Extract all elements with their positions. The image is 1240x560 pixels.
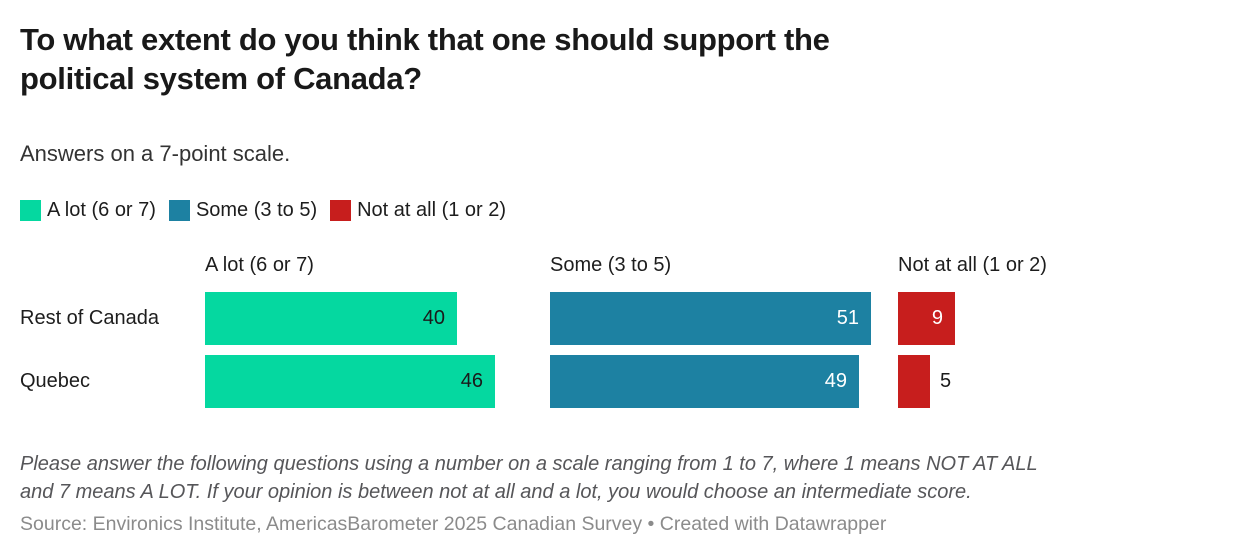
footnote: Please answer the following questions us… <box>20 451 1038 506</box>
chart-title-line1: To what extent do you think that one sho… <box>20 22 830 57</box>
bar-value-label: 9 <box>931 307 943 329</box>
column-header-a-lot-6-or-7: A lot (6 or 7) <box>205 254 314 276</box>
chart-subtitle: Answers on a 7-point scale. <box>20 141 291 166</box>
legend-label: Some (3 to 5) <box>195 199 318 221</box>
bar-value-label: 49 <box>824 370 847 392</box>
bar-value-label: 51 <box>836 307 859 329</box>
legend: A lot (6 or 7) Some (3 to 5) Not at all (1… <box>20 199 519 221</box>
legend-label: Not at all (1 or 2) <box>357 199 507 221</box>
legend-swatch-not-at-all-1-or-2 <box>330 199 352 221</box>
source-line: Source: Environics Institute, AmericasBa… <box>20 513 887 535</box>
legend-item-a-lot-6-or-7: A lot (6 or 7) <box>20 199 156 221</box>
footnote-line2: and 7 means A LOT. If your opinion is be… <box>20 480 972 503</box>
footnote-line1: Please answer the following questions us… <box>20 453 1038 475</box>
bar-rest-of-canada-a-lot-6-or-7: 40 <box>205 292 457 345</box>
legend-swatch-a-lot-6-or-7 <box>20 199 41 221</box>
bar-quebec-not-at-all-1-or-2: 5 <box>898 355 951 408</box>
legend-item-some-3-to-5: Some (3 to 5) <box>168 199 318 221</box>
column-header-some-3-to-5: Some (3 to 5) <box>550 254 672 276</box>
legend-swatch-some-3-to-5 <box>168 199 190 221</box>
row-label-quebec: Quebec <box>20 370 91 392</box>
chart-title-line2: political system of Canada? <box>20 61 422 96</box>
bar-value-label: 5 <box>940 370 952 392</box>
bar-quebec-some-3-to-5: 49 <box>550 355 859 408</box>
bar-value-label: 46 <box>460 370 483 392</box>
bar-rest-of-canada-not-at-all-1-or-2: 9 <box>898 292 955 345</box>
legend-item-not-at-all-1-or-2: Not at all (1 or 2) <box>330 199 506 221</box>
bar-value-label: 40 <box>422 307 445 329</box>
row-label-rest-of-canada: Rest of Canada <box>20 307 159 329</box>
column-header-not-at-all-1-or-2: Not at all (1 or 2) <box>898 254 1047 276</box>
legend-label: A lot (6 or 7) <box>47 199 156 221</box>
chart-title: To what extent do you think that one sho… <box>20 20 830 98</box>
bar-rest-of-canada-some-3-to-5: 51 <box>550 292 871 345</box>
bar-quebec-a-lot-6-or-7: 46 <box>205 355 495 408</box>
